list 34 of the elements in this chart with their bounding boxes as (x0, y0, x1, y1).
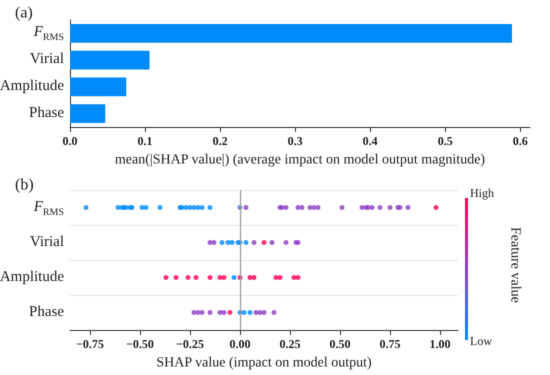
x-tick-label: 0.1 (138, 134, 153, 148)
bar (70, 78, 126, 96)
x-tick-label: 0.6 (512, 134, 528, 148)
y-tick-label: F$_{RMS}$ (34, 24, 64, 44)
y-tick-label: Amplitude (0, 268, 64, 286)
x-tick-label: 1.00 (430, 337, 450, 351)
y-tick-label: F$_{RMS}$ (34, 198, 64, 218)
text: High (470, 186, 494, 200)
x-axis-title: SHAP value (impact on model output) (156, 356, 372, 370)
y-tick-label: Virial (30, 232, 64, 250)
x-tick-label: 0.75 (380, 337, 400, 351)
x-tick-label: 0.00 (230, 337, 250, 351)
x-tick-label: −0.50 (126, 337, 154, 351)
x-tick-label: 0.25 (280, 337, 300, 351)
x-tick-label: 0.3 (288, 134, 303, 148)
chart-title: (a) (15, 4, 33, 22)
x-tick-label: 0.5 (438, 134, 453, 148)
x-tick-label: 0.0 (62, 134, 78, 148)
y-tick-label: Phase (29, 302, 64, 320)
bar (70, 104, 106, 123)
y-tick-label: Phase (29, 104, 64, 122)
color-bar-title: Feature value (508, 227, 522, 303)
x-tick-label: 0.2 (212, 134, 228, 148)
x-axis-title: mean(|SHAP value|) (average impact on model output magnitude) (114, 152, 486, 168)
x-tick-label: −0.75 (76, 337, 104, 351)
bar (70, 24, 512, 43)
y-tick-label: Amplitude (0, 76, 64, 95)
chart-title: (b) (15, 176, 34, 194)
text: Low (470, 334, 492, 348)
x-tick-label: −0.25 (176, 337, 204, 351)
x-tick-label: 0.4 (362, 134, 378, 148)
bar (70, 50, 150, 70)
x-tick-label: 0.50 (330, 337, 350, 351)
y-tick-label: Virial (30, 50, 64, 68)
